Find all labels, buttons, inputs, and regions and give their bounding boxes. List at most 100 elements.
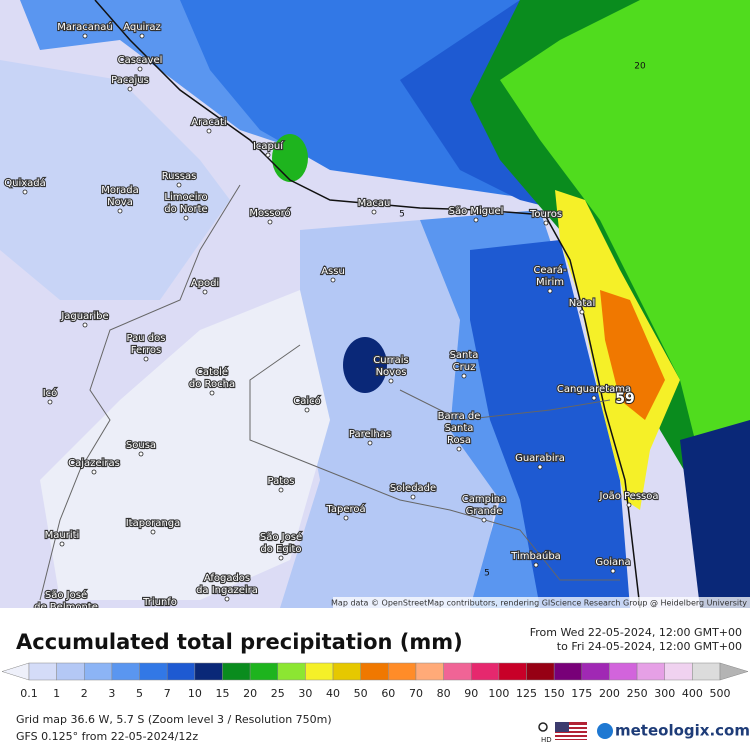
scale-label: 10 (188, 687, 202, 700)
place-label: Cascavel (118, 55, 163, 66)
flag-icon[interactable] (555, 722, 587, 740)
place-label: Nova (107, 197, 133, 208)
place-dot (139, 33, 145, 39)
place-label: Mirim (536, 277, 564, 288)
place-label: Icapuí (253, 140, 284, 152)
scale-swatch (332, 662, 361, 681)
place-label: Patos (268, 476, 295, 487)
place-dot (591, 395, 597, 401)
place-dot (127, 86, 133, 92)
scale-swatch (111, 662, 140, 681)
place-label: Macau (358, 198, 391, 209)
place-label: Quixadá (4, 177, 46, 189)
place-label: Pau dos (127, 333, 166, 344)
place-label: Cruz (453, 362, 476, 373)
place-dot (461, 373, 467, 379)
scale-swatch (692, 662, 721, 681)
scale-label: 50 (354, 687, 368, 700)
place-label: Taperoá (325, 503, 365, 515)
place-label: Aracati (191, 117, 226, 128)
scale-swatch (84, 662, 113, 681)
place-dot (388, 378, 394, 384)
scale-swatch (636, 662, 665, 681)
place-label: Cajazeiras (68, 458, 120, 469)
place-dot (183, 215, 189, 221)
scale-label: 400 (682, 687, 703, 700)
scale-label: 20 (243, 687, 257, 700)
place-label: Aquiraz (123, 22, 161, 33)
hd-label[interactable]: HD (541, 736, 552, 744)
contour-label: 5 (484, 569, 490, 579)
place-label: São José (45, 589, 87, 601)
place-label: São José (260, 531, 302, 543)
model-info: GFS 0.125° from 22-05-2024/12z (16, 730, 198, 743)
place-dot (22, 189, 28, 195)
scale-swatch (277, 662, 306, 681)
place-label: Natal (569, 298, 595, 309)
place-label: Russas (162, 171, 197, 182)
place-label: Touros (529, 209, 562, 220)
place-dot (304, 407, 310, 413)
scale-label: 250 (627, 687, 648, 700)
grid-info: Grid map 36.6 W, 5.7 S (Zoom level 3 / R… (16, 713, 332, 726)
scale-label: 40 (326, 687, 340, 700)
scale-label: 70 (409, 687, 423, 700)
place-label: Mauriti (45, 530, 80, 541)
place-label: Sousa (126, 440, 156, 451)
place-dot (150, 529, 156, 535)
scale-label: 300 (654, 687, 675, 700)
place-dot (47, 399, 53, 405)
place-label: Icó (43, 387, 58, 399)
scale-label: 80 (437, 687, 451, 700)
place-label: Goiana (595, 557, 630, 568)
place-label: Ferros (131, 345, 162, 356)
place-label: Soledade (390, 483, 436, 494)
scale-swatch (664, 662, 693, 681)
scale-swatch (609, 662, 638, 681)
scale-swatch (498, 662, 527, 681)
place-label: Morada (101, 185, 138, 196)
place-dot (456, 446, 462, 452)
place-label: Limoeiro (164, 192, 207, 203)
scale-swatch (305, 662, 334, 681)
place-dot (481, 517, 487, 523)
place-label: da Ingazeira (196, 585, 258, 596)
place-label: Jaguaribe (60, 311, 108, 322)
place-label: Santa (450, 350, 479, 361)
map: Maracanaú Aquiraz Cascavel Pacajus Aracati Ic… (0, 0, 750, 619)
scale-label: 5 (136, 687, 143, 700)
scale-swatch (249, 662, 279, 681)
place-dot (278, 555, 284, 561)
scale-swatch (166, 662, 196, 681)
scale-swatch (194, 662, 223, 681)
scale-swatch (553, 662, 583, 681)
scale-label: 15 (215, 687, 229, 700)
place-dot (265, 152, 271, 158)
scale-swatch (28, 662, 57, 681)
scale-label: 30 (298, 687, 312, 700)
place-label: Afogados (204, 573, 250, 584)
place-label: Assu (321, 266, 345, 277)
place-dot (610, 568, 616, 574)
scale-swatch (443, 662, 472, 681)
place-label: Apodi (191, 278, 219, 289)
scale-swatch (415, 662, 444, 681)
place-dot (82, 322, 88, 328)
brand[interactable]: meteologix.com (615, 722, 750, 740)
period-from: From Wed 22-05-2024, 12:00 GMT+00 (530, 626, 742, 639)
place-dot (473, 217, 479, 223)
scale-swatch (526, 662, 555, 681)
place-dot (367, 440, 373, 446)
place-dot (202, 289, 208, 295)
place-label: Currais (373, 355, 408, 366)
place-label: Novos (376, 367, 407, 378)
scale-swatch (470, 662, 500, 681)
scale-label: 60 (381, 687, 395, 700)
scale-label: 125 (516, 687, 537, 700)
contour-label: 20 (634, 62, 646, 72)
zoom-icon[interactable] (538, 722, 548, 732)
place-label: Guarabira (515, 453, 565, 464)
place-dot (224, 596, 230, 602)
contour-label: 59 (615, 391, 634, 407)
scale-swatch (139, 662, 168, 681)
